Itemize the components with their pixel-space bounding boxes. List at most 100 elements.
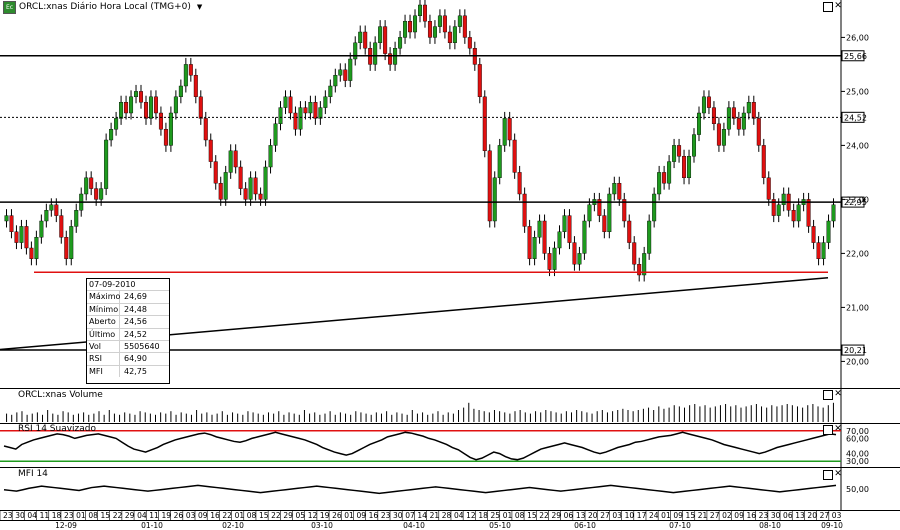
- rsi-tick-label: 30,00: [846, 457, 869, 466]
- candle-body: [303, 107, 308, 114]
- candle-body: [4, 215, 9, 222]
- rsi-close-icon[interactable]: ✕: [834, 424, 842, 434]
- day-label: 15: [259, 511, 269, 520]
- month-label: 07-10: [669, 521, 691, 530]
- candle-body: [168, 112, 173, 146]
- volume-close-icon[interactable]: ✕: [834, 389, 842, 399]
- candle-body: [24, 226, 29, 249]
- candle-body: [49, 204, 54, 211]
- candle-body: [816, 242, 821, 260]
- candle-body: [228, 150, 233, 173]
- day-label: 21: [698, 511, 708, 520]
- rsi-panel-title: RSI 14 Suavizado: [18, 424, 97, 434]
- time-axis: 23 30 04 11 18 23 01 08 15 22 29 04 11 19 26 03 09 16 22 01…: [0, 510, 900, 530]
- day-label: 22: [222, 511, 232, 520]
- candle-body: [388, 53, 393, 65]
- candle-body: [94, 188, 99, 200]
- info-row: Máximo 24,69: [87, 291, 169, 304]
- day-label: 13: [795, 511, 805, 520]
- day-label: 15: [101, 511, 111, 520]
- candle-body: [248, 177, 253, 200]
- day-label: 16: [746, 511, 756, 520]
- day-label: 18: [52, 511, 62, 520]
- candle-body: [771, 199, 776, 216]
- candle-body: [637, 264, 642, 276]
- mfi-chart[interactable]: 50,00: [0, 467, 900, 510]
- mfi-maximize-button[interactable]: [823, 470, 833, 480]
- rsi-maximize-button[interactable]: [823, 425, 833, 435]
- day-label: 19: [161, 511, 171, 520]
- info-value: 24,52: [124, 329, 147, 339]
- candle-body: [373, 42, 378, 65]
- candle-body: [612, 182, 617, 195]
- day-label: 08: [88, 511, 98, 520]
- candle-body: [413, 15, 418, 33]
- candle-body: [731, 107, 736, 119]
- candle-body: [701, 96, 706, 114]
- maximize-button[interactable]: [823, 2, 833, 12]
- candle-body: [218, 182, 223, 200]
- candle-body: [831, 204, 836, 222]
- candle-body: [223, 172, 228, 200]
- candle-body: [582, 220, 587, 254]
- candle-body: [378, 26, 383, 44]
- price-tick-label: 22,00: [846, 249, 869, 258]
- day-label: 04: [27, 511, 37, 520]
- candle-body: [806, 199, 811, 227]
- candle-body: [562, 215, 567, 233]
- candle-body: [243, 188, 248, 200]
- candle-body: [69, 226, 74, 259]
- day-label: 20: [588, 511, 598, 520]
- day-label: 09: [673, 511, 683, 520]
- candle-body: [343, 69, 348, 81]
- day-label: 26: [174, 511, 184, 520]
- candle-body: [238, 166, 243, 189]
- candle-body: [353, 42, 358, 60]
- candle-body: [263, 166, 268, 200]
- candle-body: [139, 91, 144, 103]
- candle-body: [557, 231, 562, 249]
- level-label: 22,95: [844, 198, 867, 207]
- volume-chart[interactable]: [0, 388, 900, 423]
- candle-body: [721, 128, 726, 146]
- volume-maximize-button[interactable]: [823, 390, 833, 400]
- day-label: 01: [344, 511, 354, 520]
- dropdown-arrow-icon[interactable]: ▼: [196, 3, 203, 11]
- rsi-line: [3, 431, 837, 461]
- candle-body: [74, 209, 79, 227]
- candle-body: [696, 112, 701, 135]
- candle-body: [791, 209, 796, 222]
- month-label: 05-10: [489, 521, 511, 530]
- chart-app-icon[interactable]: Ec: [3, 0, 16, 14]
- price-tick-label: 21,00: [846, 303, 869, 312]
- day-label: 16: [369, 511, 379, 520]
- day-label: 12: [308, 511, 318, 520]
- candle-body: [811, 226, 816, 243]
- mfi-tick-label: 50,00: [846, 485, 869, 494]
- price-tick-label: 24,00: [846, 141, 869, 150]
- candle-body: [572, 242, 577, 265]
- candle-body: [552, 247, 557, 270]
- candle-body: [497, 145, 502, 178]
- day-label: 14: [417, 511, 427, 520]
- day-label: 26: [332, 511, 342, 520]
- candle-body: [318, 107, 323, 119]
- day-label: 03: [832, 511, 842, 520]
- level-label: 20,21: [844, 346, 867, 355]
- candle-body: [59, 215, 64, 238]
- candle-body: [104, 139, 109, 189]
- candle-body: [467, 37, 472, 49]
- candle-body: [751, 101, 756, 119]
- candle-body: [134, 91, 139, 98]
- day-label: 01: [503, 511, 513, 520]
- candle-body: [278, 107, 283, 124]
- rsi-tick-label: 40,00: [846, 450, 869, 459]
- candle-body: [432, 26, 437, 38]
- mfi-close-icon[interactable]: ✕: [834, 469, 842, 479]
- day-label: 23: [381, 511, 391, 520]
- candle-body: [706, 96, 711, 108]
- close-icon[interactable]: ✕: [834, 1, 842, 11]
- day-label: 04: [137, 511, 147, 520]
- candle-body: [84, 177, 89, 195]
